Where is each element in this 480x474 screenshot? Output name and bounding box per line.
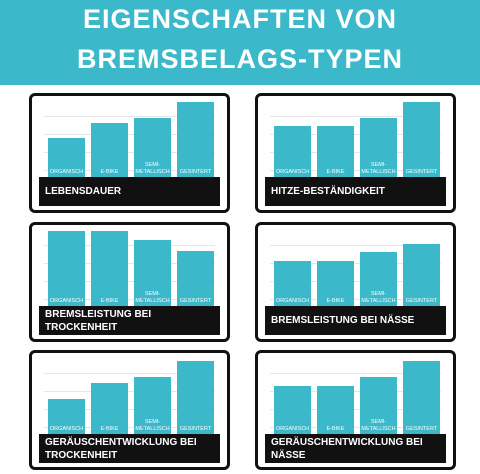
bar: [91, 122, 128, 178]
bar: [317, 386, 354, 435]
chart-title: BREMSLEISTUNG BEI TROCKENHEIT: [39, 306, 220, 335]
header: EIGENSCHAFTEN VON BREMSBELAGS-TYPEN: [0, 0, 480, 85]
title-line: EIGENSCHAFTEN VON: [82, 4, 398, 34]
bar: [317, 126, 354, 178]
category-label: SEMI-METALLISCH: [135, 291, 170, 304]
bar: [360, 252, 397, 307]
grid-decoration: [270, 263, 441, 264]
category-label: ORGANISCH: [275, 169, 310, 175]
category-label: E-BIKE: [326, 169, 345, 175]
chart-title: LEBENSDAUER: [39, 177, 220, 206]
category-label: E-BIKE: [100, 298, 119, 304]
bar: [134, 377, 171, 435]
grid-decoration: [44, 281, 215, 282]
grid-decoration: [270, 391, 441, 392]
bar: [48, 138, 85, 178]
category-label: ORGANISCH: [49, 426, 84, 432]
category-label: E-BIKE: [100, 169, 119, 175]
bar: [177, 250, 214, 307]
chart-title: HITZE-BESTÄNDIGKEIT: [265, 177, 446, 206]
bar: [134, 117, 171, 178]
grid-decoration: [270, 409, 441, 410]
category-label: SEMI-METALLISCH: [361, 162, 396, 175]
category-label: SEMI-METALLISCH: [361, 419, 396, 432]
category-label: ORGANISCH: [49, 169, 84, 175]
bar: [274, 260, 311, 307]
grid-decoration: [44, 299, 215, 300]
grid-decoration: [44, 116, 215, 117]
chart-title: GERÄUSCHENTWICKLUNG BEI NÄSSE: [265, 434, 446, 463]
title-line: BREMSBELAGS-TYPEN: [76, 44, 404, 74]
bar: [177, 102, 214, 178]
grid-decoration: [270, 116, 441, 117]
bar: [360, 377, 397, 435]
grid-decoration: [44, 263, 215, 264]
bar: [274, 126, 311, 178]
grid-decoration: [44, 391, 215, 392]
chart-panel: ORGANISCH E-BIKE SEMI-METALLISCH GESINTERT B…: [255, 222, 456, 342]
category-label: GESINTERT: [179, 426, 212, 432]
bar: [91, 383, 128, 435]
bar: [134, 240, 171, 307]
grid-decoration: [270, 427, 441, 428]
grid-decoration: [270, 245, 441, 246]
category-label: SEMI-METALLISCH: [135, 162, 170, 175]
category-label: GESINTERT: [405, 426, 438, 432]
chart-panel: ORGANISCH E-BIKE SEMI-METALLISCH GESINTERT G…: [255, 350, 456, 470]
grid-decoration: [44, 170, 215, 171]
grid-decoration: [44, 427, 215, 428]
grid-decoration: [270, 152, 441, 153]
bar: [48, 399, 85, 435]
grid-decoration: [44, 134, 215, 135]
category-label: E-BIKE: [326, 298, 345, 304]
category-label: SEMI-METALLISCH: [135, 419, 170, 432]
grid-decoration: [44, 373, 215, 374]
grid-decoration: [270, 373, 441, 374]
bar: [48, 231, 85, 307]
chart-panel: ORGANISCH E-BIKE SEMI-METALLISCH GESINTERT L…: [29, 93, 230, 213]
grid-decoration: [44, 152, 215, 153]
bar: [403, 102, 440, 178]
category-label: GESINTERT: [179, 169, 212, 175]
category-label: ORGANISCH: [275, 298, 310, 304]
grid-decoration: [270, 281, 441, 282]
category-label: ORGANISCH: [49, 298, 84, 304]
chart-panel: ORGANISCH E-BIKE SEMI-METALLISCH GESINTERT G…: [29, 350, 230, 470]
grid-decoration: [270, 170, 441, 171]
chart-title: GERÄUSCHENTWICKLUNG BEI TROCKENHEIT: [39, 434, 220, 463]
bar: [91, 231, 128, 307]
category-label: GESINTERT: [179, 298, 212, 304]
grid-decoration: [270, 299, 441, 300]
bar: [360, 117, 397, 178]
chart-title: BREMSLEISTUNG BEI NÄSSE: [265, 306, 446, 335]
category-label: E-BIKE: [100, 426, 119, 432]
bar: [317, 260, 354, 307]
bar: [274, 385, 311, 435]
bar: [177, 361, 214, 435]
grid-decoration: [44, 245, 215, 246]
grid-decoration: [270, 134, 441, 135]
bar: [403, 243, 440, 307]
bar: [403, 361, 440, 435]
chart-panel: ORGANISCH E-BIKE SEMI-METALLISCH GESINTERT H…: [255, 93, 456, 213]
category-label: GESINTERT: [405, 298, 438, 304]
category-label: GESINTERT: [405, 169, 438, 175]
category-label: ORGANISCH: [275, 426, 310, 432]
grid-decoration: [44, 409, 215, 410]
category-label: E-BIKE: [326, 426, 345, 432]
category-label: SEMI-METALLISCH: [361, 291, 396, 304]
chart-panel: ORGANISCH E-BIKE SEMI-METALLISCH GESINTERT B…: [29, 222, 230, 342]
